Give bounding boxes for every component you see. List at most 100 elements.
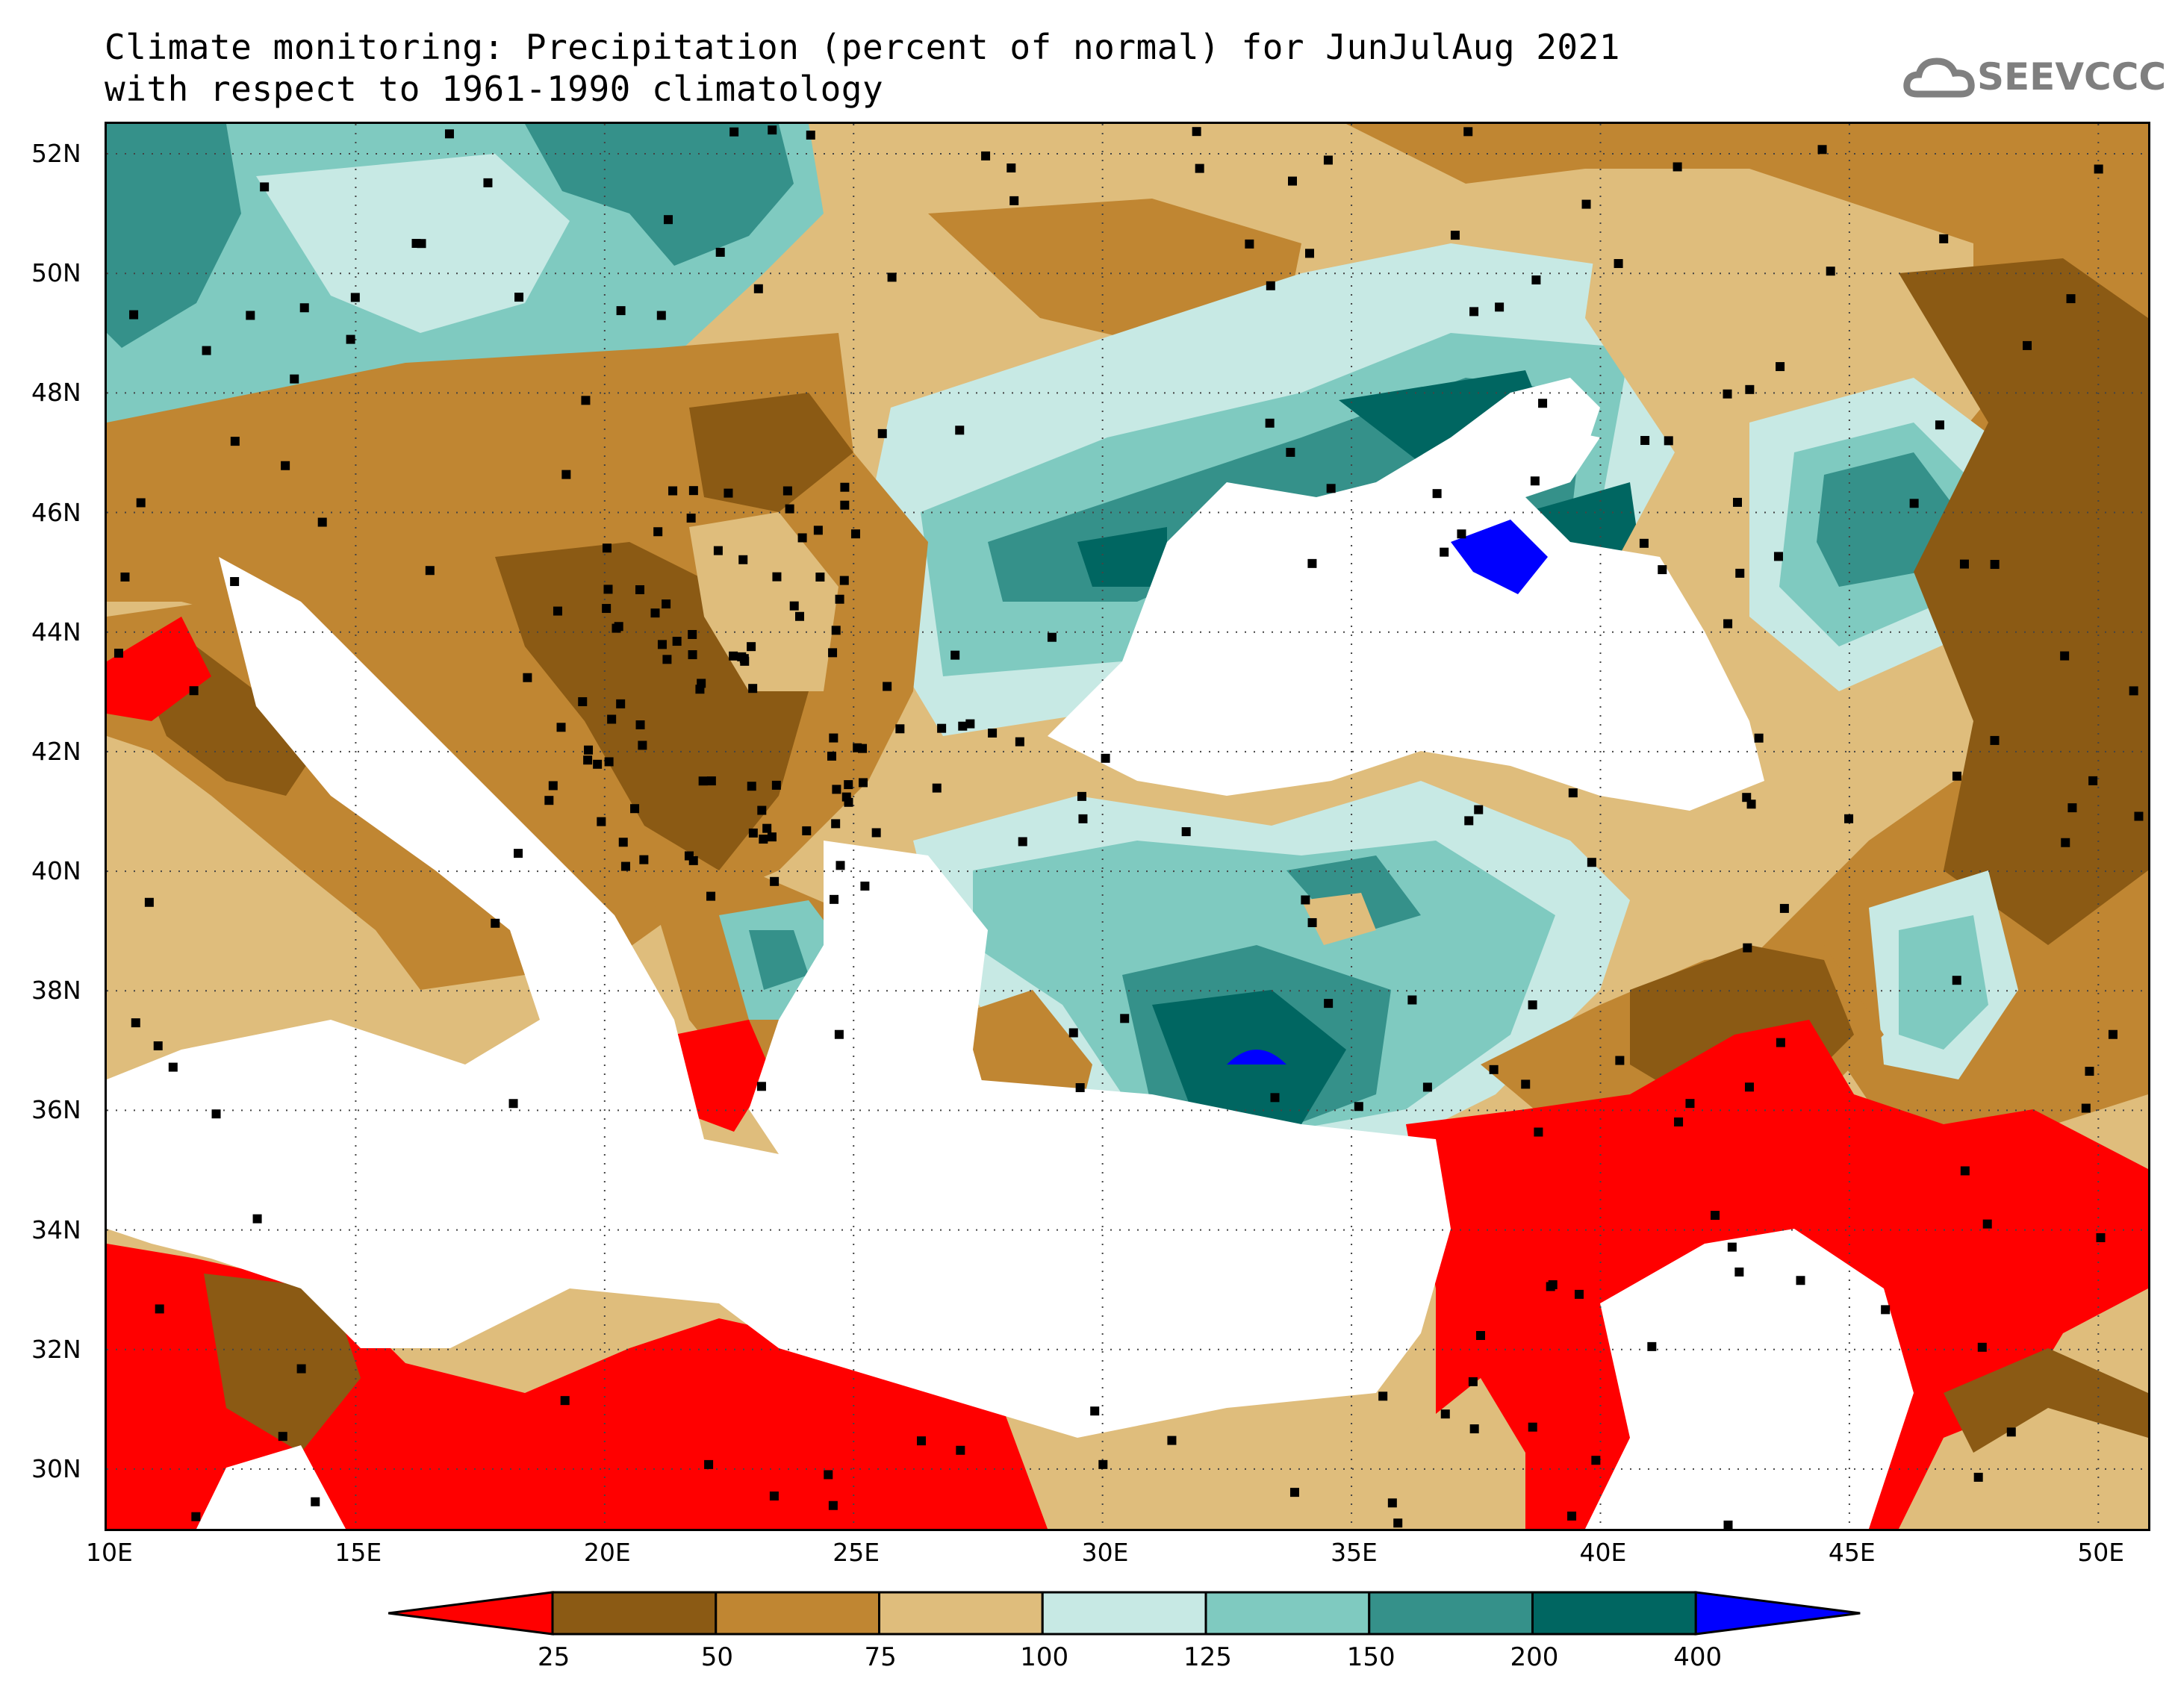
station-marker bbox=[136, 498, 146, 508]
station-marker bbox=[1469, 1424, 1479, 1434]
latitude-label: 34N bbox=[31, 1215, 81, 1244]
station-marker bbox=[260, 182, 270, 192]
station-marker bbox=[1270, 1093, 1280, 1103]
precipitation-map bbox=[107, 124, 2148, 1529]
station-marker bbox=[698, 776, 708, 786]
station-marker bbox=[1538, 399, 1548, 408]
station-marker bbox=[1463, 127, 1473, 137]
station-marker bbox=[1078, 814, 1088, 823]
station-marker bbox=[844, 780, 853, 790]
colorbar-tick-label: 25 bbox=[538, 1642, 570, 1672]
station-marker bbox=[1973, 1472, 1983, 1482]
field-balkans-light-tan bbox=[689, 512, 838, 691]
station-marker bbox=[578, 696, 588, 706]
station-marker bbox=[1528, 1000, 1537, 1010]
colorbar-extend-high bbox=[1694, 1591, 1861, 1636]
field-poland-dark-teal bbox=[525, 124, 794, 266]
station-marker bbox=[2129, 686, 2138, 696]
station-marker bbox=[729, 651, 738, 661]
station-marker bbox=[1450, 231, 1460, 240]
station-marker bbox=[950, 650, 960, 660]
station-marker bbox=[748, 684, 758, 694]
station-marker bbox=[883, 682, 892, 691]
station-marker bbox=[620, 861, 630, 871]
station-marker bbox=[1826, 267, 1835, 276]
station-marker bbox=[1674, 1117, 1684, 1126]
station-marker bbox=[2134, 811, 2144, 821]
station-marker bbox=[1018, 837, 1027, 847]
station-marker bbox=[1567, 1511, 1577, 1521]
station-marker bbox=[618, 838, 628, 847]
station-marker bbox=[1990, 735, 2000, 745]
sea-black bbox=[1048, 423, 1764, 811]
seevccc-logo: SEEVCCC bbox=[1902, 49, 2166, 109]
station-marker bbox=[1817, 145, 1827, 155]
station-marker bbox=[129, 310, 139, 320]
field-greece-red bbox=[674, 1020, 771, 1132]
station-marker bbox=[639, 855, 649, 864]
station-marker bbox=[770, 876, 780, 886]
station-marker bbox=[583, 755, 593, 765]
station-marker bbox=[662, 655, 672, 664]
latitude-label: 46N bbox=[31, 497, 81, 527]
station-marker bbox=[1735, 568, 1745, 578]
station-marker bbox=[739, 654, 749, 664]
longitude-label: 50E bbox=[2077, 1538, 2125, 1567]
station-marker bbox=[191, 1512, 201, 1521]
station-marker bbox=[635, 720, 645, 729]
station-marker bbox=[597, 817, 606, 826]
station-marker bbox=[1568, 788, 1578, 798]
station-marker bbox=[1587, 858, 1596, 867]
station-marker bbox=[1742, 793, 1752, 802]
station-marker bbox=[686, 514, 696, 523]
station-marker bbox=[795, 611, 805, 621]
station-marker bbox=[2023, 340, 2032, 350]
station-marker bbox=[1181, 827, 1191, 837]
station-marker bbox=[411, 239, 421, 249]
station-marker bbox=[860, 881, 870, 891]
station-marker bbox=[1960, 1166, 1970, 1176]
station-marker bbox=[738, 555, 748, 564]
station-marker bbox=[1844, 814, 1854, 823]
station-marker bbox=[1773, 552, 1783, 561]
station-marker bbox=[1614, 259, 1623, 269]
station-marker bbox=[815, 572, 825, 582]
station-marker bbox=[638, 741, 647, 750]
station-marker bbox=[630, 804, 640, 814]
station-marker bbox=[747, 782, 756, 791]
station-marker bbox=[561, 470, 571, 479]
station-marker bbox=[1192, 127, 1201, 137]
station-marker bbox=[759, 835, 768, 844]
field-crimea-blue bbox=[1451, 520, 1548, 594]
colorbar-box bbox=[551, 1591, 718, 1636]
station-marker bbox=[981, 151, 991, 160]
station-marker bbox=[1796, 1276, 1805, 1285]
station-marker bbox=[1324, 999, 1334, 1009]
station-marker bbox=[602, 543, 612, 553]
station-marker bbox=[1776, 1038, 1785, 1047]
latitude-label: 40N bbox=[31, 856, 81, 886]
station-marker bbox=[296, 1364, 306, 1374]
station-marker bbox=[278, 1432, 287, 1441]
field-turkey-tan-patch bbox=[1301, 893, 1376, 945]
latitude-label: 36N bbox=[31, 1095, 81, 1125]
station-marker bbox=[2067, 803, 2077, 813]
station-marker bbox=[662, 599, 671, 609]
station-marker bbox=[246, 311, 255, 320]
station-marker bbox=[832, 785, 841, 794]
station-marker bbox=[603, 585, 613, 594]
latitude-label: 30N bbox=[31, 1453, 81, 1483]
station-marker bbox=[715, 247, 725, 257]
station-marker bbox=[724, 488, 733, 498]
station-marker bbox=[762, 823, 772, 833]
station-marker bbox=[916, 1436, 926, 1446]
station-marker bbox=[965, 719, 975, 729]
station-marker bbox=[955, 426, 965, 435]
station-marker bbox=[1266, 281, 1275, 290]
station-marker bbox=[1952, 976, 1961, 985]
station-marker bbox=[483, 178, 493, 187]
station-marker bbox=[1475, 1331, 1485, 1341]
station-marker bbox=[834, 1029, 844, 1039]
station-marker bbox=[1354, 1102, 1363, 1112]
station-marker bbox=[895, 724, 905, 734]
